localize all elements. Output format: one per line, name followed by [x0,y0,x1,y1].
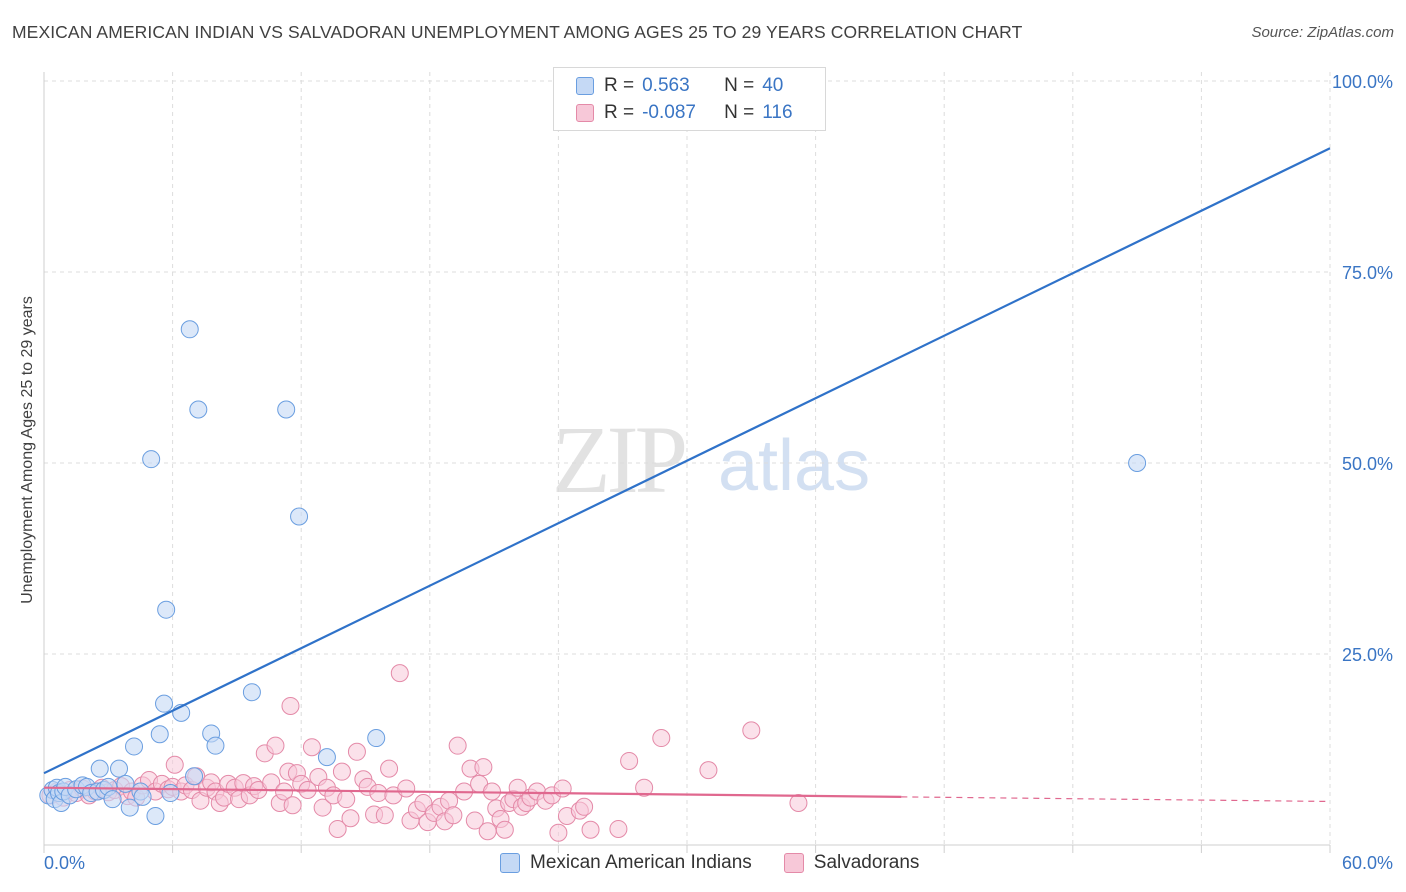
mexican-american-indian-point [116,774,135,793]
salvadoran-point [375,806,394,825]
mexican-american-indian-point [133,787,152,806]
mexican-american-indian-point [1128,454,1147,472]
mexican-american-indian-point [150,725,169,744]
salvadoran-point [448,736,467,755]
legend-r-value: 0.563 [642,75,690,96]
legend-n-label: N = [724,102,755,123]
legend-n-value: 40 [762,75,784,96]
series-swatch-pink [783,853,804,873]
salvadoran-point [620,751,639,770]
mexican-american-indian-point [317,748,336,767]
chart-title: MEXICAN AMERICAN INDIAN VS SALVADORAN UN… [12,22,1023,42]
y-tick-label: 100.0% [1332,72,1393,92]
legend-row-mexican-american-indians: R = 0.563 N = 40 [576,74,783,98]
salvadoran-point [390,664,409,683]
watermark-atlas: atlas [718,426,870,506]
mexican-american-indian-point [157,600,176,619]
legend-swatch-pink [576,104,594,122]
salvadoran-points [41,664,808,842]
x-tick-label: 0.0% [44,853,85,873]
salvadoran-point [652,729,671,748]
mexican-american-indian-point [277,400,296,419]
source-label: Source: ZipAtlas.com [1251,24,1394,41]
salvadoran-point [699,761,718,780]
mexican-american-indian-point [103,790,122,809]
mexican-american-indian-point [125,737,144,756]
mexican-american-indian-point [155,694,174,713]
correlation-legend: R = 0.563 N = 40 R = -0.087 N = 116 [553,67,826,131]
salvadoran-point [332,762,351,781]
y-tick-label: 25.0% [1342,645,1393,665]
trend-lines [43,147,1331,803]
salvadoran-point [380,759,399,778]
watermark-zip: ZIP [552,406,685,513]
mexican-american-indian-point [189,400,208,419]
salvadoran-point [635,778,654,797]
y-tick-label: 50.0% [1342,454,1393,474]
salvadoran-point [581,820,600,839]
salvadoran-point [283,796,302,815]
salvadoran-point [275,782,294,801]
tick-labels: 25.0% 50.0% 75.0% 100.0% 0.0% 60.0% [44,72,1393,873]
series-swatch-blue [500,853,520,873]
salvadoran-point [553,779,572,798]
mexican-american-indian-points [39,68,1147,825]
series-legend-label: Salvadorans [813,852,920,873]
series-legend-label: Mexican American Indians [530,852,752,873]
salvadoran-point [474,758,493,777]
salvadoran-point [742,721,761,740]
x-tick-label: 60.0% [1342,853,1393,873]
legend-row-salvadorans: R = -0.087 N = 116 [576,101,793,125]
salvadoran-point [347,742,366,761]
series-legend-item-mexican-american-indians[interactable]: Mexican American Indians [500,852,752,874]
salvadoran-point [575,797,594,816]
salvadoran-point [165,755,184,774]
legend-n-value: 116 [762,102,793,123]
mexican-american-indian-point [185,767,204,786]
salvadoran-point [465,811,484,830]
mexican-american-indian-point [110,759,129,778]
salvadoran-point [313,798,332,817]
salvadoran-point [302,738,321,757]
salvadoran-point [328,819,347,838]
salvadoran-point [444,806,463,825]
mexican-american-indian-point [290,507,309,526]
mexican-american-indian-point [206,736,225,755]
salvadoran-trend-line [43,786,902,798]
legend-r-label: R = [604,102,635,123]
salvadoran-point [341,809,360,828]
salvadoran-point [609,819,628,838]
mexican-american-indian-point [142,450,161,469]
mexican-american-indian-point [161,784,180,803]
salvadoran-point [266,736,285,755]
salvadoran-point [549,823,568,842]
mexican-american-indian-point [120,798,139,817]
series-legend-item-salvadorans[interactable]: Salvadorans [783,852,920,874]
salvadoran-point [281,696,300,715]
mexican-american-indian-point [367,729,386,748]
salvadoran-point [495,820,514,839]
legend-swatch-blue [576,77,594,95]
legend-n-label: N = [724,75,755,96]
y-tick-label: 75.0% [1342,263,1393,283]
salvadoran-point [337,790,356,809]
salvadoran-point [397,779,416,798]
series-legend: Mexican American Indians Salvadorans [500,852,951,874]
legend-r-label: R = [604,75,635,96]
mexican-american-indian-point [146,806,165,825]
legend-r-value: -0.087 [642,102,696,123]
mexican-american-indian-point [90,759,109,778]
mexican-american-indian-trend-line [43,147,1331,775]
salvadoran-point [789,793,808,812]
mexican-american-indian-point [180,320,199,339]
salvadoran-point [369,784,388,803]
salvadoran-trend-extension [901,796,1331,803]
mexican-american-indian-point [242,683,261,702]
salvadoran-point [478,822,497,841]
